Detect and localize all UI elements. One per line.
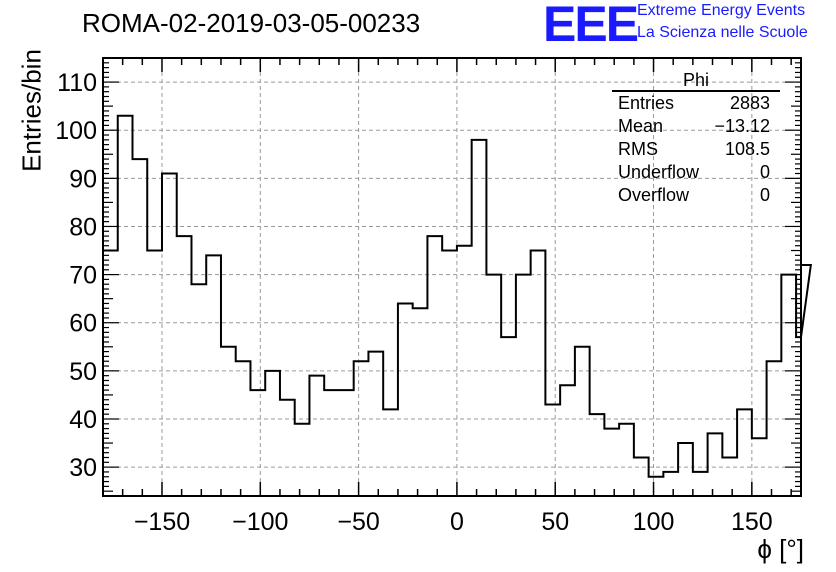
stats-label: Underflow (618, 162, 700, 182)
histogram-bin (236, 361, 251, 496)
x-tick-label: 0 (450, 508, 464, 536)
stats-label: RMS (618, 139, 658, 159)
histogram-bin (413, 308, 428, 496)
histogram-bin (427, 236, 442, 496)
histogram-bin (162, 174, 177, 496)
histogram-bin (309, 376, 324, 496)
histogram-bin (708, 433, 723, 496)
stats-row-entries: Entries 2883 (610, 92, 780, 115)
y-tick-label: 90 (69, 165, 97, 193)
y-tick-label: 60 (69, 310, 97, 338)
histogram-bin (221, 347, 236, 496)
y-tick-label: 30 (69, 454, 97, 482)
histogram-bin (147, 251, 162, 496)
histogram-bin (368, 352, 383, 496)
histogram-bins (102, 114, 812, 496)
histogram-bin (781, 275, 796, 496)
histogram-bin (722, 457, 737, 496)
histogram-bin (103, 251, 118, 496)
histogram-bin (132, 159, 147, 496)
histogram-bin (575, 347, 590, 496)
x-tick-label: −150 (134, 508, 190, 536)
histogram-bin (604, 429, 619, 496)
histogram-bin (767, 361, 782, 496)
stats-value: 108.5 (724, 139, 770, 159)
y-tick-label: 50 (69, 358, 97, 386)
stats-box: Phi Entries 2883 Mean −13.12 RMS 108.5 U… (610, 70, 780, 207)
y-axis-label: Entries/bin (16, 49, 47, 172)
histogram-bin (649, 477, 664, 496)
histogram-bin (663, 472, 678, 496)
histogram-bin (560, 385, 575, 496)
y-tick-label: 40 (69, 406, 97, 434)
logo-subtitle-line1: Extreme Energy Events (637, 2, 806, 19)
stats-value: −13.12 (714, 116, 770, 136)
histogram-bin (472, 140, 487, 496)
histogram-bin (752, 438, 767, 496)
y-tick-label: 80 (69, 213, 97, 241)
grid-lines (103, 58, 801, 496)
histogram-bin (206, 255, 221, 496)
histogram-bin (516, 275, 531, 496)
histogram-bin (177, 236, 192, 496)
histogram-bin (737, 409, 752, 496)
histogram-bin (398, 303, 413, 496)
histogram-bin (339, 390, 354, 496)
x-tick-label: 50 (541, 508, 569, 536)
histogram-bin (678, 443, 693, 496)
histogram-bin (191, 284, 206, 496)
y-tick-label: 100 (55, 117, 97, 145)
stats-row-rms: RMS 108.5 (610, 138, 780, 161)
histogram-bin (250, 390, 265, 496)
x-tick-label: 150 (731, 508, 773, 536)
histogram-bin (383, 409, 398, 496)
stats-value: 2883 (729, 93, 770, 113)
stats-row-underflow: Underflow 0 (610, 161, 780, 184)
stats-title: Phi (612, 70, 780, 92)
histogram-bin (118, 116, 133, 496)
histogram-bin (634, 457, 649, 496)
run-title: ROMA-02-2019-03-05-00233 (82, 8, 421, 38)
histogram-bin (693, 472, 708, 496)
stats-label: Mean (618, 116, 664, 136)
histogram-bin (280, 400, 295, 496)
stats-value: 0 (759, 162, 770, 182)
stats-label: Overflow (618, 185, 690, 205)
histogram-bin (619, 424, 634, 496)
histogram-bin (545, 405, 560, 496)
y-tick-label: 70 (69, 262, 97, 290)
logo-subtitle-line2: La Scienza nelle Scuole (637, 24, 808, 41)
histogram-bin (324, 390, 339, 496)
x-axis-label: ϕ [°] (757, 534, 804, 564)
plot-frame (102, 57, 802, 497)
x-tick-label: −50 (337, 508, 379, 536)
x-tick-label: −100 (232, 508, 288, 536)
histogram-bin (590, 414, 605, 496)
histogram-bin (265, 371, 280, 496)
x-tick-label: 100 (633, 508, 675, 536)
histogram-bin (501, 337, 516, 496)
axis-ticks (103, 57, 801, 496)
histogram-bin (295, 424, 310, 496)
stats-row-overflow: Overflow 0 (610, 184, 780, 207)
eee-logo: EEE (543, 0, 639, 52)
tick-labels: −150 −100 −50 0 50 100 150 30 40 50 60 70 80 90 100 110 (55, 69, 772, 536)
stats-row-mean: Mean −13.12 (610, 115, 780, 138)
histogram-outline (102, 114, 812, 496)
stats-value: 0 (759, 185, 770, 205)
histogram-bin (457, 246, 472, 496)
histogram-bin (486, 275, 501, 496)
histogram-bin (442, 251, 457, 496)
histogram-bin (354, 361, 369, 496)
histogram-bin (531, 251, 546, 496)
stats-label: Entries (618, 93, 675, 113)
y-tick-label: 110 (57, 69, 97, 97)
